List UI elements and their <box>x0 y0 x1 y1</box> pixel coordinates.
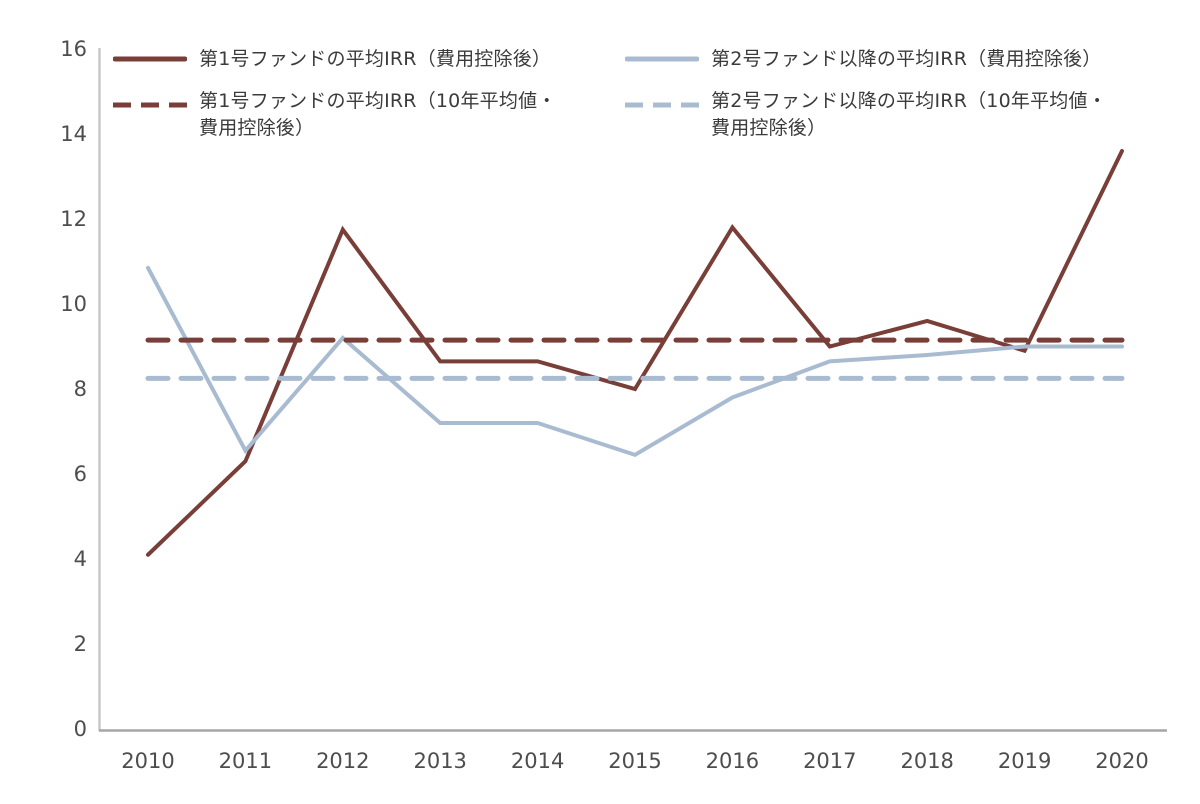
legend-label-line: 費用控除後） <box>711 117 827 139</box>
y-tick-label: 0 <box>74 717 87 741</box>
x-tick-label: 2020 <box>1095 749 1148 773</box>
x-tick-label: 2010 <box>121 749 174 773</box>
x-tick-label: 2016 <box>706 749 759 773</box>
legend-line-sample-dashed-blue <box>625 102 699 108</box>
legend-label: 第1号ファンドの平均IRR（費用控除後） <box>199 46 551 73</box>
x-tick-label: 2011 <box>219 749 272 773</box>
x-tick-label: 2017 <box>803 749 856 773</box>
x-tick-label: 2014 <box>511 749 564 773</box>
x-tick-label: 2012 <box>316 749 369 773</box>
legend-item-fund2-irr: 第2号ファンド以降の平均IRR（費用控除後） <box>625 46 1102 73</box>
legend-label-line: 第2号ファンド以降の平均IRR（費用控除後） <box>711 48 1102 70</box>
legend-line-sample-solid-red <box>113 56 187 62</box>
y-tick-label: 12 <box>60 207 87 231</box>
x-tick-label: 2013 <box>413 749 466 773</box>
legend-label-line: 第1号ファンドの平均IRR（費用控除後） <box>199 48 552 70</box>
legend-label: 第1号ファンドの平均IRR（10年平均値・ 費用控除後） <box>199 88 556 142</box>
series-line-1 <box>146 265 1124 458</box>
legend-line-sample-dashed-red <box>113 102 187 108</box>
legend-item-fund1-avg-irr: 第1号ファンドの平均IRR（10年平均値・ 費用控除後） <box>113 88 556 142</box>
legend-label-line: 第2号ファンド以降の平均IRR（10年平均値・ <box>711 90 1107 112</box>
legend-label-line: 費用控除後） <box>199 117 315 139</box>
y-tick-label: 4 <box>74 547 87 571</box>
y-tick-label: 2 <box>74 632 87 656</box>
y-tick-label: 14 <box>60 122 87 146</box>
legend-label: 第2号ファンド以降の平均IRR（10年平均値・ 費用控除後） <box>711 88 1107 142</box>
y-tick-label: 6 <box>74 462 87 486</box>
x-tick-label: 2018 <box>900 749 953 773</box>
chart-legend: 第1号ファンドの平均IRR（費用控除後） 第1号ファンドの平均IRR（10年平均… <box>0 0 1200 150</box>
x-tick-label: 2019 <box>998 749 1051 773</box>
series-line-0 <box>146 149 1124 557</box>
legend-label-line: 第1号ファンドの平均IRR（10年平均値・ <box>199 90 557 112</box>
legend-item-fund1-irr: 第1号ファンドの平均IRR（費用控除後） <box>113 46 551 73</box>
legend-item-fund2-avg-irr: 第2号ファンド以降の平均IRR（10年平均値・ 費用控除後） <box>625 88 1107 142</box>
y-tick-label: 8 <box>74 377 87 401</box>
y-tick-label: 10 <box>60 292 87 316</box>
legend-line-sample-solid-blue <box>625 56 699 62</box>
legend-label: 第2号ファンド以降の平均IRR（費用控除後） <box>711 46 1102 73</box>
x-tick-label: 2015 <box>608 749 661 773</box>
y-tick-label: 16 <box>60 37 87 61</box>
